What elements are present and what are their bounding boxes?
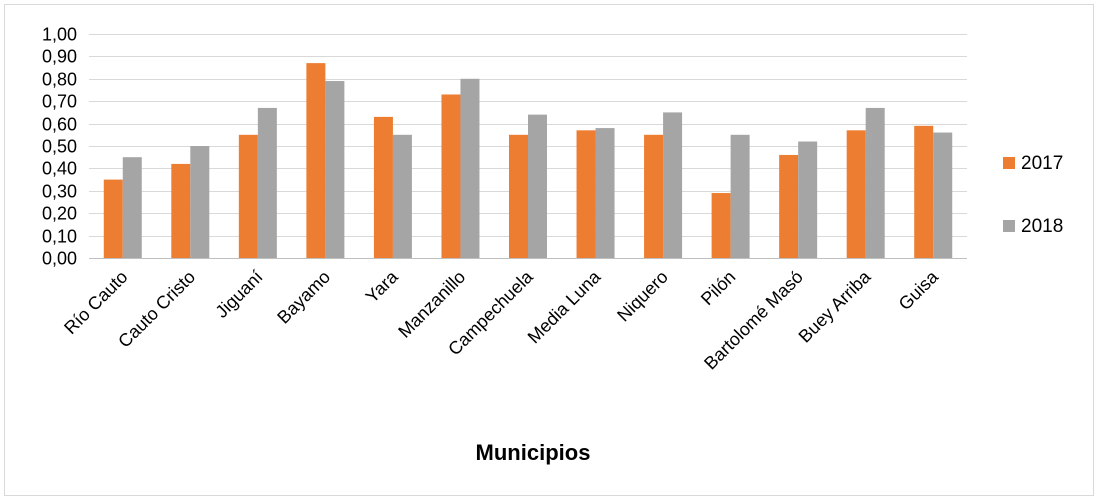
y-axis-ticks: 0,000,10 0,200,30 0,400,500,60 0,700,80 0,90…: [42, 25, 77, 269]
bar-2017-6: [509, 134, 528, 258]
bar-2017-2: [238, 134, 258, 258]
y-tick-label: 0,30: [42, 182, 77, 202]
bar-chart: 0,000,10 0,200,30 0,400,500,60 0,700,80 0,90…: [42, 25, 1063, 466]
bar-2017-12: [914, 125, 934, 258]
chart-frame: 0,00 0,10 0,20 0,30 0,40 0,50 0,60 0,70 0,80 0,90…: [4, 4, 1094, 496]
bar-2018-2: [257, 107, 277, 258]
bar-2017-11: [846, 130, 866, 258]
bar-2018-8: [663, 112, 683, 259]
legend-label-2017: 2017: [1021, 153, 1063, 174]
y-tick-label: 1,00: [42, 25, 77, 45]
bar-2018-6: [528, 114, 547, 258]
y-tick-label: 0,60: [42, 115, 77, 135]
bar-2018-11: [865, 107, 885, 258]
bar-2018-1: [190, 146, 210, 258]
y-tick-label: 0,80: [42, 70, 77, 90]
y-tick-label: 0,20: [42, 204, 77, 224]
bars: [103, 63, 953, 259]
bar-2018-5: [460, 78, 480, 258]
y-tick-label: 0,90: [42, 47, 77, 67]
legend-label-2018: 2018: [1021, 216, 1063, 237]
bar-2017-10: [779, 154, 799, 258]
x-category-label: Media Luna: [524, 266, 605, 347]
bar-2018-3: [325, 81, 345, 258]
y-tick-label: 0,10: [42, 227, 77, 247]
y-tick-label: 0,00: [42, 249, 77, 269]
bar-2018-12: [933, 132, 953, 258]
bar-2017-9: [711, 193, 731, 258]
legend-swatch-2018: [1003, 220, 1015, 232]
y-tick-label: 0,50: [42, 137, 77, 157]
x-category-label: Jiguaní: [211, 267, 266, 322]
bar-2017-1: [171, 163, 191, 258]
x-category-label: Pilón: [697, 267, 739, 309]
x-category-label: Guisa: [895, 266, 943, 314]
bar-2017-0: [103, 179, 123, 258]
y-tick-label: 0,70: [42, 92, 77, 112]
bar-2018-4: [392, 134, 412, 258]
bar-2018-0: [122, 157, 142, 258]
bar-2017-5: [441, 94, 461, 258]
y-tick-label: 0,40: [42, 159, 77, 179]
x-category-label: Buey Arriba: [795, 266, 876, 347]
x-category-label: Yara: [362, 266, 403, 307]
bar-2017-7: [576, 130, 596, 258]
bar-2018-10: [798, 141, 818, 258]
legend: 2017 2018: [1003, 153, 1063, 237]
x-axis-title: Municipios: [476, 440, 591, 465]
bar-2017-8: [644, 134, 664, 258]
bar-2018-7: [595, 128, 615, 258]
x-category-label: Niquero: [613, 267, 672, 326]
bar-2018-9: [730, 134, 750, 258]
x-category-label: Bayamo: [273, 267, 334, 328]
x-category-label: Río Cauto: [60, 267, 131, 338]
legend-swatch-2017: [1003, 157, 1015, 169]
bar-2017-4: [373, 116, 393, 258]
bar-2017-3: [306, 63, 326, 259]
